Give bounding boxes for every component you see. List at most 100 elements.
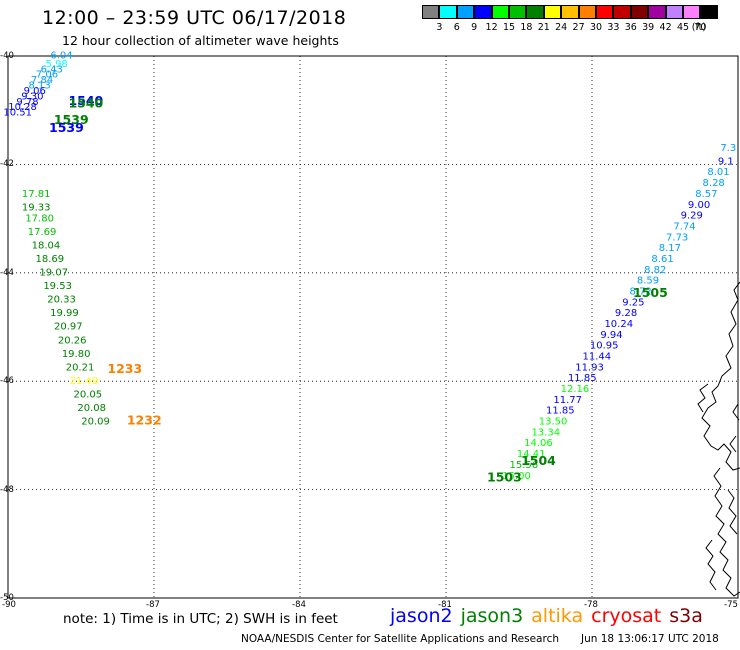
wave-height-reading: 19.99 [50,308,79,319]
lat-tick-label: -40 [0,51,14,61]
legend-label: 12 [485,22,498,33]
pass-time-label: 1505 [633,285,668,300]
coastline-segment [705,539,717,591]
wave-height-reading: 9.06 [24,86,46,97]
legend-label: 45 [676,22,690,33]
wave-height-reading: 20.08 [77,403,106,414]
satellite-legend: jason2 jason3 altika cryosat s3a [390,605,711,627]
generated-timestamp: Jun 18 13:06:17 UTC 2018 [581,633,719,645]
coastline-segment [727,489,738,535]
wave-height-reading: 14.06 [524,438,553,449]
legend-swatch [456,5,475,19]
wave-height-reading: 13.50 [539,417,568,428]
wave-height-reading: 9.94 [600,330,622,341]
wave-height-reading: 8.17 [659,243,681,254]
wave-height-reading: 10.24 [604,319,633,330]
legend-swatch [561,5,579,19]
wave-height-reading: 19.07 [39,268,68,279]
footnote: note: 1) Time is in UTC; 2) SWH is in fe… [63,611,338,627]
wave-height-reading: 15.00 [502,471,531,482]
wave-height-reading: 17.81 [22,189,51,200]
wave-height-reading: 20.33 [47,295,76,306]
credit-text: NOAA/NESDIS Center for Satellite Applica… [241,633,559,645]
pass-time-label: 1233 [107,361,142,376]
wave-height-reading: 8.13 [29,81,51,92]
coastline-segment [713,467,740,597]
legend-swatch [648,5,666,19]
wave-height-reading: 20.05 [73,389,102,400]
wave-height-reading: 10.51 [3,108,32,119]
wave-height-reading: 17.80 [25,213,54,224]
wave-height-reading: 8.01 [707,167,729,178]
legend-swatch [683,5,701,19]
legend-label: 3 [436,22,443,33]
legend-label: 33 [607,22,620,33]
wave-height-reading: 12.16 [561,384,590,395]
legend-label: 36 [624,22,637,33]
wave-height-reading: 14.41 [517,449,546,460]
wave-height-reading: 21.49 [70,376,99,387]
wave-readings: 6.045.986.437.067.848.139.069.309.7810.2… [3,51,736,482]
wave-height-reading: 9.1 [718,156,734,167]
wave-height-reading: 9.25 [622,297,644,308]
wave-height-reading: 18.04 [32,240,61,251]
pass-time-label: 1540 [68,93,103,108]
wave-height-reading: 10.28 [8,102,37,113]
wave-height-reading: 6.04 [50,51,72,62]
map-frame [7,55,739,599]
legend-swatch [439,5,457,19]
wave-height-reading: 13.34 [531,427,560,438]
wave-height-reading: 11.77 [553,395,582,406]
lon-tick-label: -81 [438,600,452,610]
wave-height-reading: 11.44 [583,352,612,363]
wave-height-reading: 20.09 [81,417,110,428]
wave-height-reading: 19.80 [62,349,91,360]
wave-height-reading: 9.29 [681,211,703,222]
wave-height-reading: 7.74 [673,221,695,232]
coastline-segment [729,435,737,453]
satellite-jason2: jason2 [390,605,453,627]
lon-tick-label: -75 [724,600,738,610]
wave-height-reading: 5.98 [46,59,68,70]
wave-height-reading: 11.93 [575,362,604,373]
legend-swatch [509,5,527,19]
coastline-segment [732,403,740,421]
wave-height-reading: 7.06 [36,70,58,81]
wave-height-reading: 9.78 [16,97,38,108]
legend-unit: (ft) [691,22,707,33]
pass-time-label: 1539 [49,120,84,135]
pass-time-label: 1539 [54,112,89,127]
legend-label: 30 [589,22,603,33]
wave-height-reading: 6.43 [41,64,63,75]
pass-time-label: 1232 [127,413,162,428]
legend-swatch [700,5,718,19]
lat-tick-label: -42 [0,159,14,170]
wave-height-reading: 8.57 [695,189,717,200]
wave-height-reading: 7.73 [666,232,688,243]
lat-tick-label: -48 [0,484,14,495]
wave-height-reading: 11.85 [546,406,575,417]
wave-height-reading: 8.59 [637,276,659,287]
legend-swatch [578,5,596,19]
legend-swatch [526,5,544,19]
legend-label: 70 [694,22,707,33]
wave-height-reading: 7.3 [720,143,736,154]
wave-height-reading: 9.00 [688,200,710,211]
lat-tick-label: -46 [0,376,14,387]
wave-height-reading: 20.97 [54,322,83,333]
wave-height-reading: 8.61 [651,254,673,265]
legend-label: 15 [502,22,516,33]
legend-label: 21 [537,22,550,33]
map-grid [7,55,739,599]
lat-tick-label: -50 [0,593,14,603]
legend-label: 39 [642,22,655,33]
lon-tick-label: -84 [292,600,306,610]
wave-height-reading: 20.26 [58,335,87,346]
legend-label: 18 [520,22,533,33]
pass-time-label: 1503 [487,469,522,484]
pass-time-label: 1540 [68,95,103,110]
lon-tick-label: -78 [584,600,598,610]
legend-label: 9 [471,22,478,33]
wave-height-reading: 9.28 [615,308,637,319]
